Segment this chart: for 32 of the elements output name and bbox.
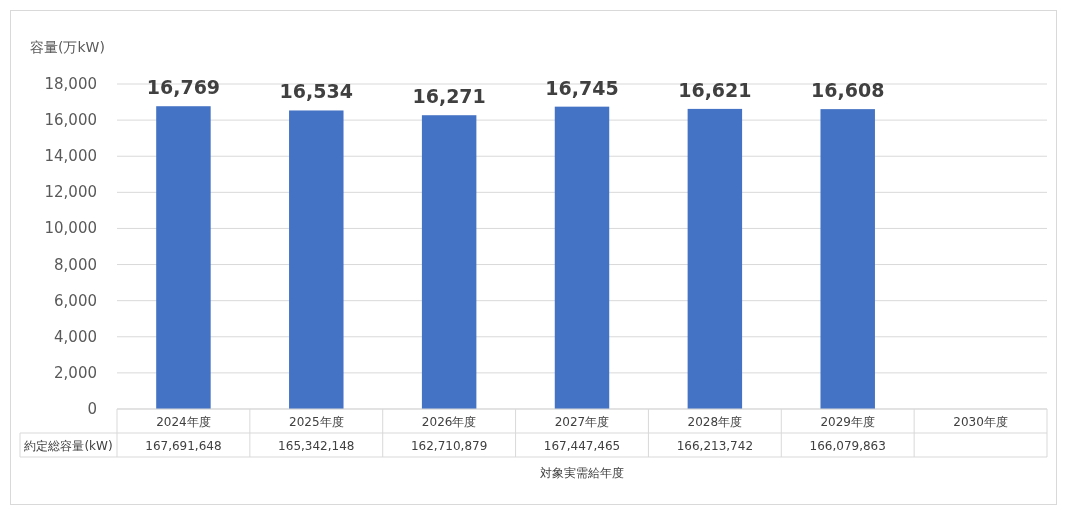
text: 166,079,863 bbox=[809, 439, 886, 453]
x-tick-label: 2028年度 bbox=[687, 415, 743, 429]
x-axis-title: 対象実需給年度 bbox=[540, 466, 624, 480]
data-label: 16,769 bbox=[146, 76, 221, 99]
data-label: 16,534 bbox=[279, 80, 353, 103]
x-tick-label: 2025年度 bbox=[289, 415, 344, 429]
y-axis-title: 容量(万kW) bbox=[30, 39, 105, 55]
y-tick-label: 12,000 bbox=[44, 183, 97, 202]
text: 165,342,148 bbox=[278, 439, 355, 453]
y-tick-label: 0 bbox=[87, 400, 97, 418]
y-tick-label: 4,000 bbox=[54, 327, 97, 346]
y-tick-label: 18,000 bbox=[44, 75, 97, 93]
data-label: 16,608 bbox=[811, 79, 885, 102]
data-label: 16,621 bbox=[678, 78, 752, 101]
text: 167,447,465 bbox=[543, 439, 621, 453]
data-label: 16,271 bbox=[412, 85, 486, 108]
y-tick-label: 10,000 bbox=[44, 219, 97, 238]
y-tick-label: 16,000 bbox=[44, 111, 97, 130]
y-tick-label: 6,000 bbox=[54, 291, 97, 310]
text: 167,691,648 bbox=[145, 439, 222, 453]
x-tick-label: 2027年度 bbox=[554, 415, 610, 429]
data-label: 16,745 bbox=[545, 76, 619, 99]
text: 162,710,879 bbox=[410, 439, 488, 453]
x-tick-label: 2029年度 bbox=[820, 415, 875, 429]
x-tick-label: 2030年度 bbox=[953, 415, 1008, 429]
y-tick-label: 14,000 bbox=[44, 147, 97, 166]
y-tick-label: 2,000 bbox=[54, 363, 97, 382]
text: 166,213,742 bbox=[676, 439, 754, 453]
x-tick-label: 2024年度 bbox=[156, 415, 211, 429]
y-tick-label: 8,000 bbox=[54, 255, 97, 274]
text: 約定総容量(kW) bbox=[24, 439, 113, 453]
x-tick-label: 2026年度 bbox=[421, 415, 477, 429]
